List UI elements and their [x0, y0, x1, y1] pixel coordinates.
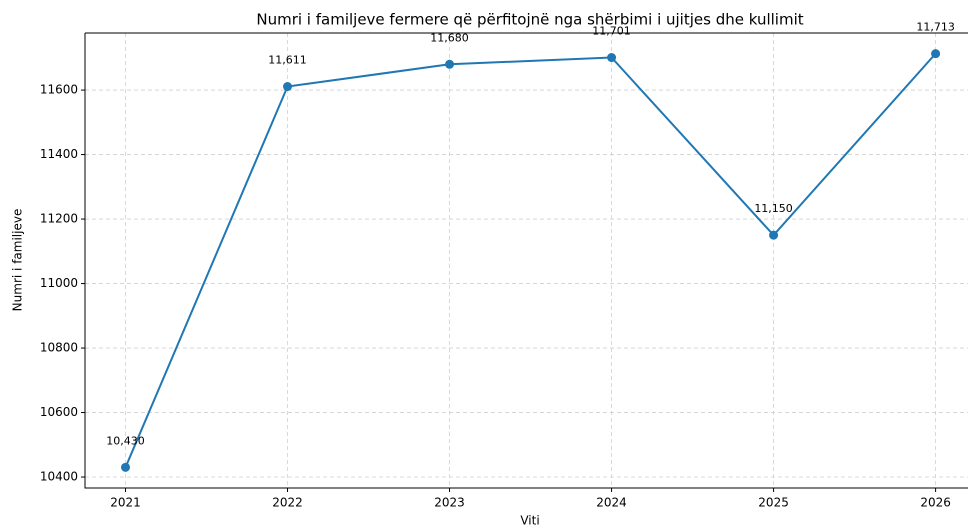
data-label: 11,150 — [754, 202, 793, 215]
y-axis-label: Numri i familjeve — [11, 209, 25, 312]
y-tick-label: 10600 — [40, 405, 78, 419]
point — [931, 49, 941, 59]
x-axis-label: Viti — [520, 514, 539, 528]
line — [124, 52, 937, 468]
y-tick-label: 10800 — [40, 341, 78, 355]
data-label: 10,430 — [106, 434, 145, 447]
point — [769, 230, 779, 240]
point — [283, 82, 293, 92]
y-tick-label: 10400 — [40, 470, 78, 484]
point — [445, 59, 455, 69]
axes-frame — [84, 32, 968, 489]
x-tick-label: 2025 — [758, 496, 789, 510]
point — [121, 462, 131, 472]
y-tick-label: 11400 — [40, 147, 78, 161]
y-tick-label: 11200 — [40, 212, 78, 226]
data-label: 11,680 — [430, 31, 469, 44]
y-tick-label: 11000 — [40, 276, 78, 290]
x-tick-label: 2026 — [920, 496, 951, 510]
chart-title: Numri i familjeve fermere që përfitojnë … — [256, 11, 803, 29]
data-label: 11,713 — [916, 21, 955, 34]
x-tick-label: 2024 — [596, 496, 627, 510]
x-tick-label: 2021 — [110, 496, 141, 510]
data-label: 11,611 — [268, 54, 307, 67]
x-tick-label: 2022 — [272, 496, 303, 510]
data-label: 11,701 — [592, 25, 631, 38]
point — [607, 53, 617, 63]
y-tick-label: 11600 — [40, 83, 78, 97]
x-tick-label: 2023 — [434, 496, 465, 510]
